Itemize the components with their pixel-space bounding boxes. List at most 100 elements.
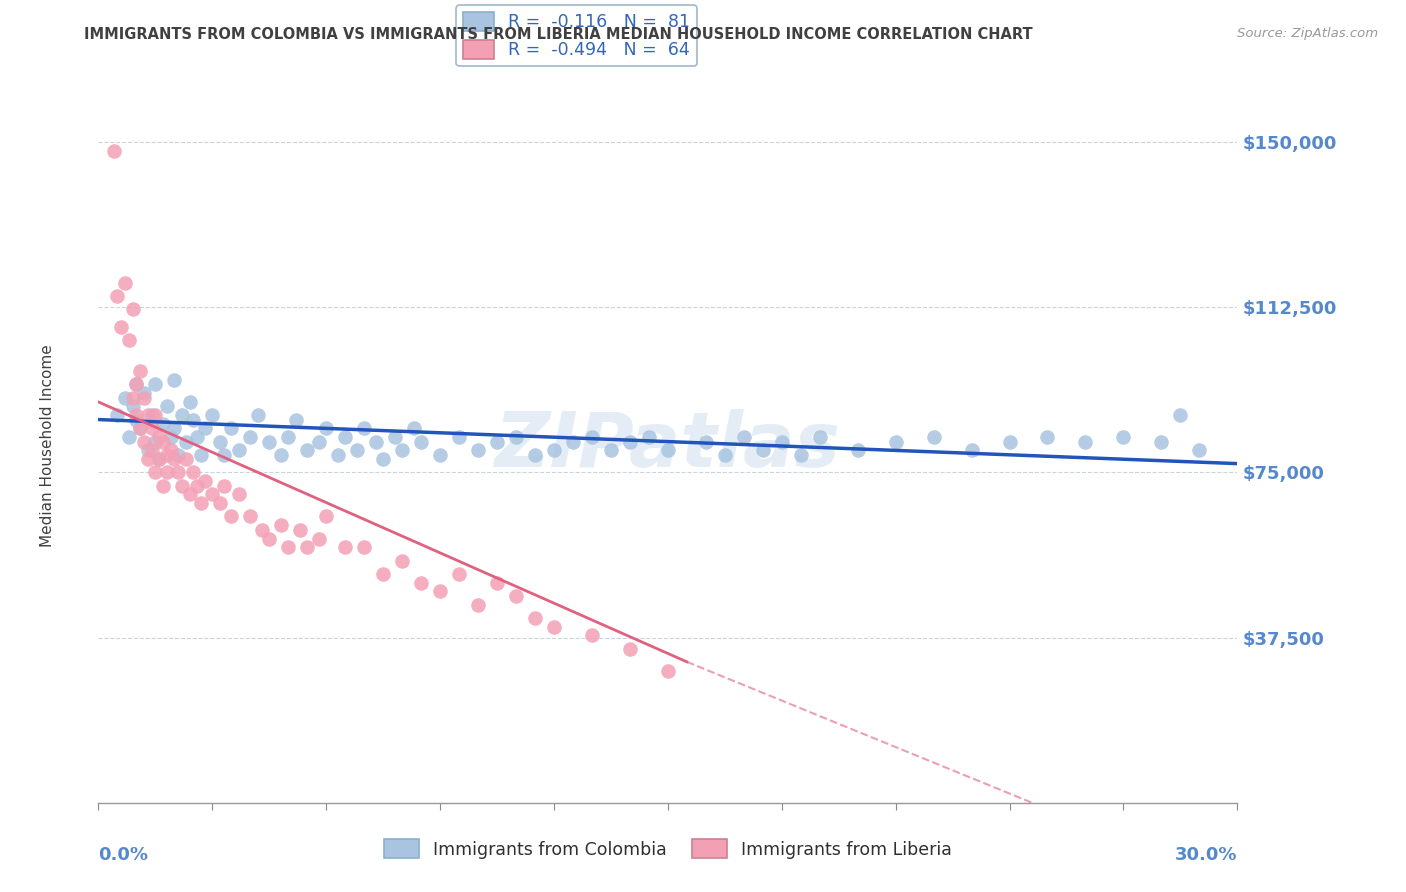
Point — [167, 466, 190, 480]
Point — [114, 276, 136, 290]
Point — [353, 541, 375, 555]
Point — [190, 448, 212, 462]
Point — [132, 434, 155, 449]
Point — [121, 400, 143, 414]
Point — [259, 532, 281, 546]
Point — [129, 421, 152, 435]
Point — [228, 443, 250, 458]
Point — [121, 391, 143, 405]
Point — [1074, 434, 1097, 449]
Point — [270, 448, 292, 462]
Point — [136, 452, 159, 467]
Point — [179, 395, 201, 409]
Point — [194, 475, 217, 489]
Point — [1036, 430, 1059, 444]
Point — [790, 448, 813, 462]
Point — [486, 434, 509, 449]
Point — [619, 641, 641, 656]
Point — [148, 452, 170, 467]
Point — [277, 430, 299, 444]
Point — [201, 487, 224, 501]
Point — [998, 434, 1021, 449]
Point — [429, 584, 451, 599]
Point — [129, 421, 152, 435]
Point — [118, 333, 141, 347]
Point — [163, 452, 186, 467]
Point — [1150, 434, 1173, 449]
Point — [114, 391, 136, 405]
Point — [190, 496, 212, 510]
Point — [148, 430, 170, 444]
Point — [277, 541, 299, 555]
Point — [212, 478, 235, 492]
Point — [846, 443, 869, 458]
Point — [695, 434, 717, 449]
Point — [657, 443, 679, 458]
Point — [156, 466, 179, 480]
Point — [600, 443, 623, 458]
Point — [562, 434, 585, 449]
Point — [638, 430, 661, 444]
Point — [145, 377, 167, 392]
Point — [326, 448, 349, 462]
Point — [163, 373, 186, 387]
Point — [808, 430, 831, 444]
Point — [156, 400, 179, 414]
Point — [308, 532, 330, 546]
Point — [208, 434, 231, 449]
Point — [259, 434, 281, 449]
Point — [170, 408, 193, 422]
Point — [1112, 430, 1135, 444]
Point — [152, 417, 174, 431]
Point — [228, 487, 250, 501]
Point — [543, 443, 565, 458]
Point — [239, 509, 262, 524]
Point — [467, 598, 489, 612]
Point — [288, 523, 311, 537]
Point — [121, 302, 143, 317]
Point — [364, 434, 387, 449]
Point — [107, 289, 129, 303]
Point — [136, 408, 159, 422]
Point — [1170, 408, 1192, 422]
Point — [960, 443, 983, 458]
Point — [353, 421, 375, 435]
Point — [141, 421, 163, 435]
Point — [103, 144, 125, 158]
Point — [125, 412, 148, 426]
Point — [619, 434, 641, 449]
Point — [152, 478, 174, 492]
Point — [186, 430, 208, 444]
Point — [174, 434, 197, 449]
Point — [118, 430, 141, 444]
Point — [170, 478, 193, 492]
Point — [922, 430, 945, 444]
Point — [384, 430, 406, 444]
Point — [107, 408, 129, 422]
Point — [884, 434, 907, 449]
Point — [411, 434, 433, 449]
Point — [297, 443, 319, 458]
Point — [246, 408, 269, 422]
Point — [714, 448, 737, 462]
Point — [186, 478, 208, 492]
Point — [145, 434, 167, 449]
Point — [163, 421, 186, 435]
Point — [212, 448, 235, 462]
Point — [132, 386, 155, 401]
Point — [179, 487, 201, 501]
Point — [125, 377, 148, 392]
Point — [183, 466, 205, 480]
Point — [156, 448, 179, 462]
Point — [221, 421, 243, 435]
Text: IMMIGRANTS FROM COLOMBIA VS IMMIGRANTS FROM LIBERIA MEDIAN HOUSEHOLD INCOME CORR: IMMIGRANTS FROM COLOMBIA VS IMMIGRANTS F… — [84, 27, 1033, 42]
Point — [505, 430, 527, 444]
Point — [183, 412, 205, 426]
Point — [194, 421, 217, 435]
Point — [657, 664, 679, 678]
Point — [125, 377, 148, 392]
Point — [335, 541, 357, 555]
Point — [270, 518, 292, 533]
Point — [581, 628, 603, 642]
Point — [159, 443, 181, 458]
